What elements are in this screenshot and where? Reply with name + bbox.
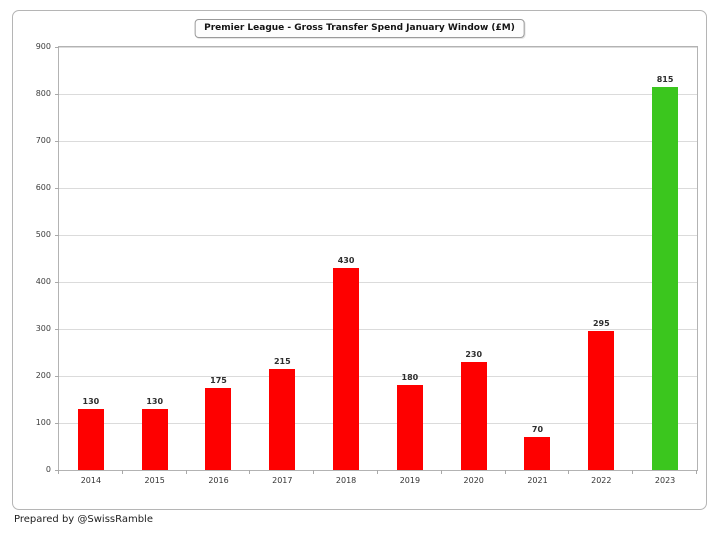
gridline-600 (59, 188, 697, 190)
y-axis-label-300: 300 (35, 324, 51, 334)
x-axis-label-2022: 2022 (591, 476, 612, 485)
bar-2020 (460, 361, 487, 470)
value-label-2017: 215 (273, 356, 291, 366)
category-slot-2019: 180 2019 (378, 47, 442, 485)
x-tick-mark-10 (696, 470, 697, 474)
x-axis-label-2021: 2021 (527, 476, 548, 485)
bar-2014 (77, 408, 104, 470)
y-tick-mark-700 (55, 141, 59, 142)
gridline-800 (59, 94, 697, 96)
value-label-2023: 815 (656, 74, 674, 84)
gridline-900 (59, 47, 697, 48)
x-tick-mark-5 (377, 470, 378, 474)
y-tick-mark-100 (55, 423, 59, 425)
x-tick-mark-1 (121, 470, 123, 474)
gridline-300 (59, 329, 697, 331)
y-axis-label-0: 0 (45, 465, 51, 474)
x-tick-mark-2 (185, 470, 187, 474)
x-tick-mark-4 (313, 470, 315, 474)
plot-area: 0 100 200 300 400 500 600 700 800 900 130 2014 130 20… (36, 42, 698, 485)
credit-text: Prepared by @SwissRamble (14, 514, 153, 525)
bar-2018 (333, 267, 360, 470)
y-tick-mark-800 (55, 94, 59, 96)
x-axis-label-2016: 2016 (208, 476, 229, 485)
y-tick-mark-0 (55, 470, 59, 471)
x-axis-label-2015: 2015 (144, 476, 165, 485)
y-tick-mark-900 (55, 47, 59, 48)
gridline-200 (59, 376, 697, 378)
y-tick-mark-200 (55, 376, 59, 378)
y-axis-label-200: 200 (35, 371, 51, 381)
bar-2023 (652, 86, 679, 470)
gridline-700 (59, 141, 697, 142)
bar-2021 (524, 437, 551, 470)
category-slot-2020: 230 2020 (442, 47, 506, 485)
y-tick-mark-400 (55, 282, 59, 284)
y-axis-label-800: 800 (35, 89, 51, 99)
category-slot-2017: 215 2017 (250, 47, 314, 485)
bar-2019 (396, 385, 423, 470)
category-slot-2015: 130 2015 (123, 47, 187, 485)
gridline-100 (59, 423, 697, 425)
x-axis-label-2020: 2020 (463, 476, 484, 485)
category-slot-2023: 815 2023 (633, 47, 697, 485)
y-axis-label-500: 500 (35, 230, 51, 239)
y-axis-label-100: 100 (35, 418, 51, 428)
x-axis-label-2017: 2017 (272, 476, 293, 485)
bar-2022 (588, 331, 615, 470)
y-tick-mark-500 (55, 235, 59, 236)
x-tick-mark-0 (58, 470, 59, 474)
value-label-2018: 430 (337, 255, 355, 265)
bar-2017 (269, 368, 296, 470)
value-label-2021: 70 (531, 425, 544, 435)
gridline-500 (59, 235, 697, 236)
value-label-2022: 295 (592, 319, 610, 329)
gridline-400 (59, 282, 697, 284)
x-tick-mark-9 (632, 470, 634, 474)
y-axis-label-900: 900 (35, 42, 51, 51)
y-axis-label-400: 400 (35, 277, 51, 287)
x-axis-label-2023: 2023 (654, 476, 676, 485)
value-label-2015: 130 (146, 396, 164, 406)
y-axis-label-700: 700 (35, 136, 51, 145)
value-label-2019: 180 (401, 373, 419, 383)
y-tick-mark-600 (55, 188, 59, 190)
chart-title: Premier League - Gross Transfer Spend Ja… (194, 19, 525, 38)
x-tick-mark-6 (440, 470, 442, 474)
value-label-2020: 230 (465, 349, 483, 359)
x-tick-mark-7 (504, 470, 506, 474)
value-label-2016: 175 (210, 375, 227, 385)
x-tick-mark-8 (568, 470, 570, 474)
bar-2015 (141, 408, 168, 470)
y-axis-label-600: 600 (35, 183, 51, 193)
value-label-2014: 130 (82, 396, 100, 406)
category-slot-2016: 175 2016 (187, 47, 251, 485)
x-axis-label-2014: 2014 (80, 476, 102, 485)
x-axis-label-2018: 2018 (335, 476, 357, 485)
bar-2016 (205, 387, 232, 470)
x-tick-mark-3 (249, 470, 251, 474)
category-slot-2018: 430 2018 (314, 47, 378, 485)
y-tick-mark-300 (55, 329, 59, 331)
category-slot-2014: 130 2014 (59, 47, 123, 485)
category-slot-2021: 70 2021 (506, 47, 570, 485)
x-axis-label-2019: 2019 (399, 476, 421, 485)
category-slot-2022: 295 2022 (569, 47, 633, 485)
chart-frame: Premier League - Gross Transfer Spend Ja… (12, 10, 707, 510)
